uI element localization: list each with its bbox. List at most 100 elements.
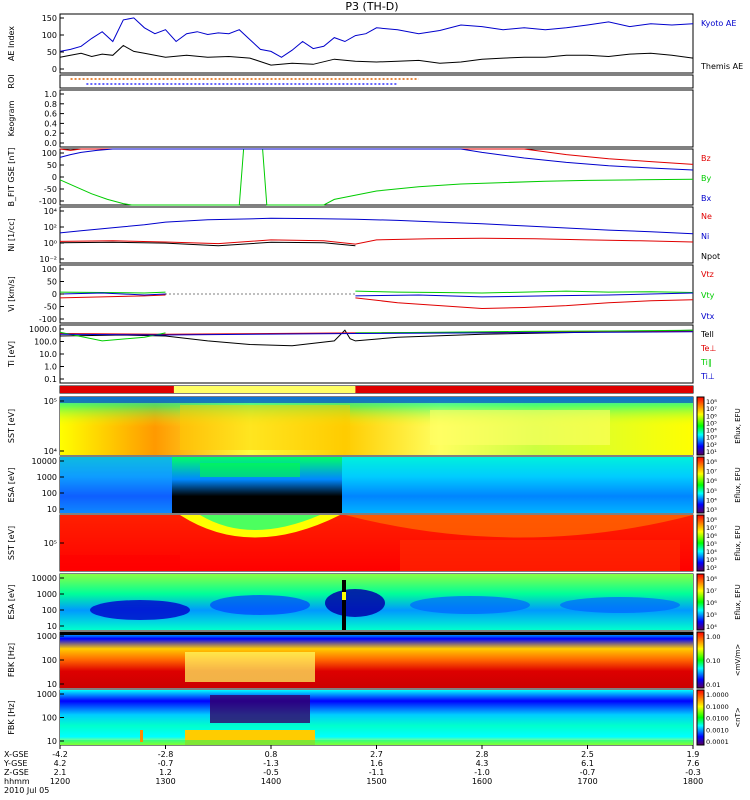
xaxis-row-label: hhmm [4, 777, 30, 786]
sst-elec-spec-colorbar-tick: 10⁸ [706, 516, 717, 524]
xaxis-tick-value: -1.3 [263, 759, 279, 768]
vi-panel-ytick-label: 100 [42, 265, 57, 274]
ae-panel-ytick-label: 50 [47, 48, 57, 57]
esa-ion-spec-colorbar-tick: 10³ [706, 506, 717, 514]
sst-ion-spec-colorbar-tick: 10³ [706, 434, 717, 442]
keogram-panel-ytick-label: 0.6 [44, 110, 57, 119]
esa-ion-spec-ytick-label: 10 [47, 505, 57, 514]
esa-elec-spec-colorbar-tick: 10⁴ [706, 623, 717, 631]
ae-panel-frame [59, 13, 694, 74]
vi-panel-ytick-label: 50 [47, 278, 57, 287]
sst-elec-spectrogram [60, 515, 693, 571]
sst-elec-spec-colorbar-tick: 10⁶ [706, 532, 717, 540]
xaxis-tick-value: 6.1 [581, 759, 594, 768]
esa-elec-spec-colorbar [696, 573, 705, 631]
ti-panel-ylabel: Ti [eV] [7, 341, 16, 368]
xaxis-tick-value: -4.2 [52, 750, 68, 759]
xaxis-tick-value: 1600 [472, 777, 492, 786]
keogram-panel-ylabel: Keogram [7, 100, 16, 136]
fbk-edc12-ytick-label: 1000 [37, 632, 57, 641]
xaxis-tick-value: 1700 [577, 777, 597, 786]
xaxis-tick-value: 1400 [261, 777, 281, 786]
sst-elec-spec-ytick-label: 10⁵ [44, 539, 57, 548]
ti-panel-legend-tell: Tell [700, 330, 714, 339]
xaxis-tick-value: 1200 [50, 777, 70, 786]
fbk-edc12-colorbar-tick: 0.10 [706, 657, 720, 665]
sst-ion-spec-ylabel: SST [eV] [7, 409, 16, 443]
vi-panel-ytick-label: -50 [44, 303, 57, 312]
fbk-edc12-ytick-label: 100 [42, 656, 57, 665]
keogram-panel-ytick-label: 0.0 [44, 139, 57, 148]
xaxis-tick-value: -1.1 [369, 768, 385, 777]
esa-elec-spectrogram [60, 574, 693, 630]
sst-elec-spec-colorbar-tick: 10⁴ [706, 548, 717, 556]
bfit-panel-ytick-label: 50 [47, 161, 57, 170]
ti-panel-ytick-label: 10.0 [39, 350, 57, 359]
keogram-panel-ytick-label: 1.0 [44, 90, 57, 99]
xaxis-tick-value: -2.8 [158, 750, 174, 759]
fbk-scm-ytick-label: 1000 [37, 690, 57, 699]
ni-panel-ytick-label: 10⁴ [44, 207, 57, 216]
fbk-edc12-zlabel: <mV/m> [734, 644, 742, 677]
vi-panel-series-vty [59, 290, 694, 294]
sst-ion-spec-colorbar-tick: 10² [706, 441, 717, 449]
esa-elec-spec-colorbar-tick: 10⁶ [706, 599, 717, 607]
xaxis-tick-value: 1.9 [687, 750, 700, 759]
bfit-panel-series-by [59, 148, 694, 206]
ti-panel-ytick-label: 1000.0 [29, 325, 57, 334]
vi-panel-legend-vty: Vty [701, 291, 715, 300]
fbk-scm-zlabel: <nT> [734, 707, 742, 728]
fbk-scm-ytick-label: 10 [47, 737, 57, 746]
ae-panel-legend-themis-ae: Themis AE [700, 62, 743, 71]
roi-panel-frame [59, 74, 694, 89]
fbk-edc12-ytick-label: 10 [47, 680, 57, 689]
ni-panel-series-ni [59, 217, 694, 235]
sst-ion-spec-ytick-label: 10⁵ [44, 397, 57, 406]
esa-ion-spec-colorbar-tick: 10⁷ [706, 468, 717, 476]
ni-panel-series-ne [59, 237, 694, 245]
esa-ion-spec-ylabel: ESA [eV] [7, 468, 16, 503]
esa-elec-spec-zlabel: Eflux, EFU [734, 584, 742, 619]
figure-title: P3 (TH-D) [345, 0, 398, 13]
bfit-panel-series-bx [59, 148, 694, 171]
esa-ion-spec-colorbar-tick: 10⁸ [706, 458, 717, 466]
xaxis-tick-value: -0.7 [158, 759, 174, 768]
fbk-scm-ylabel: FBK [Hz] [7, 700, 16, 734]
esa-elec-spec-colorbar-tick: 10⁷ [706, 587, 717, 595]
xaxis-tick-value: 2.5 [581, 750, 594, 759]
ni-panel-ytick-label: 10⁰ [44, 239, 57, 248]
ti-panel-ytick-label: 100.0 [34, 338, 57, 347]
xaxis-tick-value: 1.2 [159, 768, 172, 777]
sst-elec-spec-colorbar-tick: 10⁵ [706, 540, 717, 548]
esa-ion-spec-ytick-label: 1000 [37, 473, 57, 482]
vi-panel-ytick-label: 0 [52, 290, 57, 299]
ni-panel-legend-ni: Ni [701, 232, 709, 241]
fbk-edc12-ylabel: FBK [Hz] [7, 643, 16, 677]
keogram-panel-ytick-label: 0.4 [44, 119, 57, 128]
esa-ion-spec-colorbar-tick: 10⁴ [706, 496, 717, 504]
ni-panel-legend-npot: Npot [701, 252, 720, 261]
xaxis-tick-value: 1300 [155, 777, 175, 786]
fbk-scm-colorbar-tick: 1.0000 [706, 691, 729, 699]
ae-panel-ytick-label: 0 [52, 65, 57, 74]
sst-ion-spec-colorbar-tick: 10⁷ [706, 405, 717, 413]
ae-panel-ytick-label: 150 [42, 14, 57, 23]
xaxis-tick-value: 1.6 [370, 759, 383, 768]
esa-elec-spec-ytick-label: 10000 [32, 574, 57, 583]
ni-panel-ylabel: Ni [1/cc] [7, 218, 16, 252]
sst-ion-spec-colorbar-tick: 10⁸ [706, 398, 717, 406]
xaxis-tick-value: 2.1 [54, 768, 67, 777]
roi-panel-ylabel: ROI [7, 74, 16, 88]
esa-ion-spec-colorbar-tick: 10⁵ [706, 487, 717, 495]
sst-ion-spec-zlabel: Eflux, EFU [734, 408, 742, 443]
ti-panel-legend-te-: Te⊥ [700, 344, 716, 353]
fbk-edc12-colorbar-tick: 0.01 [706, 681, 720, 689]
ae-panel-series-kyoto-ae [59, 17, 694, 58]
esa-ion-spec-ytick-label: 100 [42, 489, 57, 498]
sst-elec-spec-colorbar-tick: 10³ [706, 556, 717, 564]
vi-panel-legend-vtx: Vtx [701, 312, 715, 321]
xaxis-tick-value: 1500 [366, 777, 386, 786]
fbk-edc12-spectrogram [60, 632, 693, 688]
ti-panel-legend-ti-: Ti⊥ [700, 372, 715, 381]
